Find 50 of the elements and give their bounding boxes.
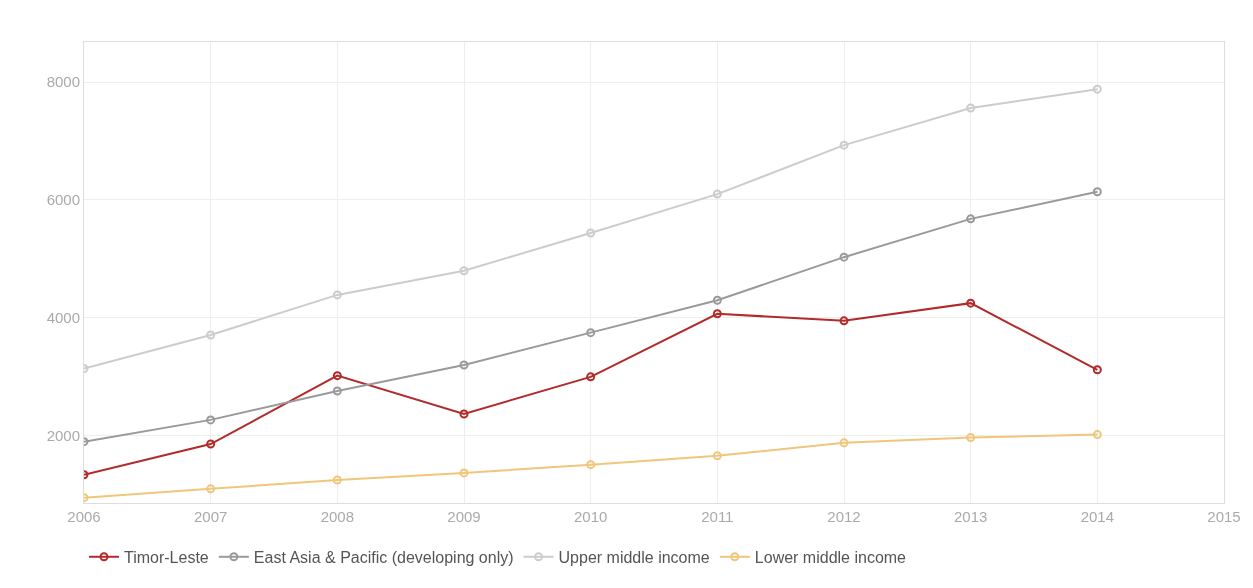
point (966, 433, 976, 443)
x-tick-label: 2014 (1080, 508, 1115, 525)
legend-label: Upper middle income (558, 549, 710, 567)
y-tick-label: 2000 (46, 427, 80, 445)
point (332, 371, 342, 381)
point (332, 386, 342, 396)
point (332, 475, 342, 485)
point (459, 409, 469, 419)
point (206, 484, 216, 494)
y-tick-label: 8000 (46, 73, 80, 91)
x-tick-label: 2015 (1207, 508, 1241, 525)
point (586, 228, 596, 238)
point (206, 330, 216, 340)
x-tick-label: 2011 (701, 508, 734, 525)
x-tick-label: 2007 (193, 508, 228, 525)
x-tick-label: 2013 (953, 508, 988, 525)
point (1092, 430, 1102, 440)
point (966, 298, 976, 308)
point (206, 415, 216, 425)
point (1092, 187, 1102, 197)
point (459, 468, 469, 478)
point (712, 189, 722, 199)
x-tick-label: 2012 (827, 508, 861, 525)
point (839, 252, 849, 262)
point (586, 460, 596, 470)
point (1092, 84, 1102, 94)
point (1092, 365, 1102, 375)
point (839, 438, 849, 448)
y-tick-label: 6000 (46, 191, 80, 209)
legend-label: Lower middle income (754, 549, 907, 567)
point (459, 266, 469, 276)
legend-label: East Asia & Pacific (developing only) (253, 549, 514, 567)
point (586, 372, 596, 382)
x-tick-label: 2006 (67, 508, 101, 525)
point (839, 316, 849, 326)
point (586, 328, 596, 338)
point (966, 103, 976, 113)
point (839, 140, 849, 150)
x-tick-label: 2009 (447, 508, 481, 525)
x-tick-label: 2010 (573, 508, 608, 525)
y-tick-label: 4000 (46, 309, 80, 327)
point (206, 439, 216, 449)
point (332, 290, 342, 300)
x-tick-label: 2008 (320, 508, 355, 525)
legend-label: Timor-Leste (124, 549, 209, 567)
point (966, 214, 976, 224)
point (459, 360, 469, 370)
point (712, 309, 722, 319)
point (712, 295, 722, 305)
point (712, 451, 722, 461)
